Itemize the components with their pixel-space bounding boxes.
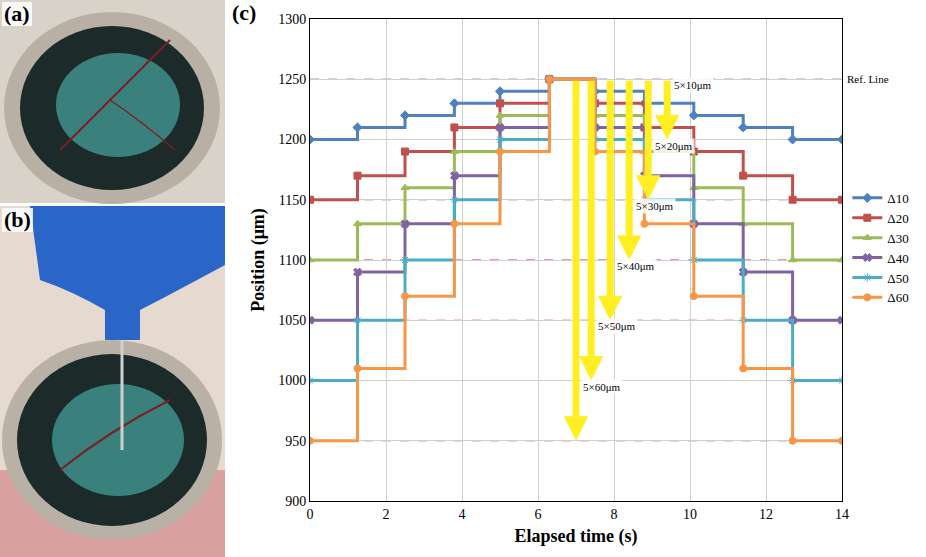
- svg-text:1250: 1250: [278, 72, 306, 87]
- svg-text:1000: 1000: [278, 373, 306, 388]
- svg-text:5×50μm: 5×50μm: [598, 320, 636, 332]
- svg-text:Position (μm): Position (μm): [248, 208, 269, 312]
- svg-text:0: 0: [307, 507, 314, 522]
- svg-text:Δ20: Δ20: [887, 211, 908, 226]
- svg-text:1050: 1050: [278, 313, 306, 328]
- svg-text:1150: 1150: [279, 193, 306, 208]
- svg-text:Δ10: Δ10: [887, 191, 908, 206]
- svg-text:Elapsed time (s): Elapsed time (s): [515, 526, 638, 547]
- svg-text:Δ60: Δ60: [887, 290, 908, 305]
- svg-text:12: 12: [759, 507, 773, 522]
- svg-text:10: 10: [683, 507, 697, 522]
- html-text:(a): (a): [4, 1, 30, 26]
- svg-text:5×10μm: 5×10μm: [674, 79, 712, 91]
- svg-text:5×20μm: 5×20μm: [655, 140, 693, 152]
- svg-text:Ref. Line: Ref. Line: [847, 73, 889, 85]
- svg-text:Δ30: Δ30: [887, 231, 908, 246]
- svg-text:Δ40: Δ40: [887, 251, 908, 266]
- svg-text:900: 900: [285, 494, 306, 509]
- svg-text:2: 2: [383, 507, 390, 522]
- svg-text:5×30μm: 5×30μm: [636, 200, 674, 212]
- svg-text:1100: 1100: [279, 253, 306, 268]
- svg-text:1200: 1200: [278, 132, 306, 147]
- svg-text:5×60μm: 5×60μm: [583, 381, 621, 393]
- svg-text:8: 8: [611, 507, 618, 522]
- svg-text:4: 4: [459, 507, 466, 522]
- html-text:(b): (b): [4, 207, 31, 232]
- html-text:(c): (c): [232, 0, 257, 25]
- svg-text:1300: 1300: [278, 12, 306, 27]
- svg-text:950: 950: [285, 434, 306, 449]
- svg-text:6: 6: [535, 507, 542, 522]
- svg-text:5×40μm: 5×40μm: [617, 260, 655, 272]
- svg-text:14: 14: [835, 507, 849, 522]
- svg-text:Δ50: Δ50: [887, 271, 908, 286]
